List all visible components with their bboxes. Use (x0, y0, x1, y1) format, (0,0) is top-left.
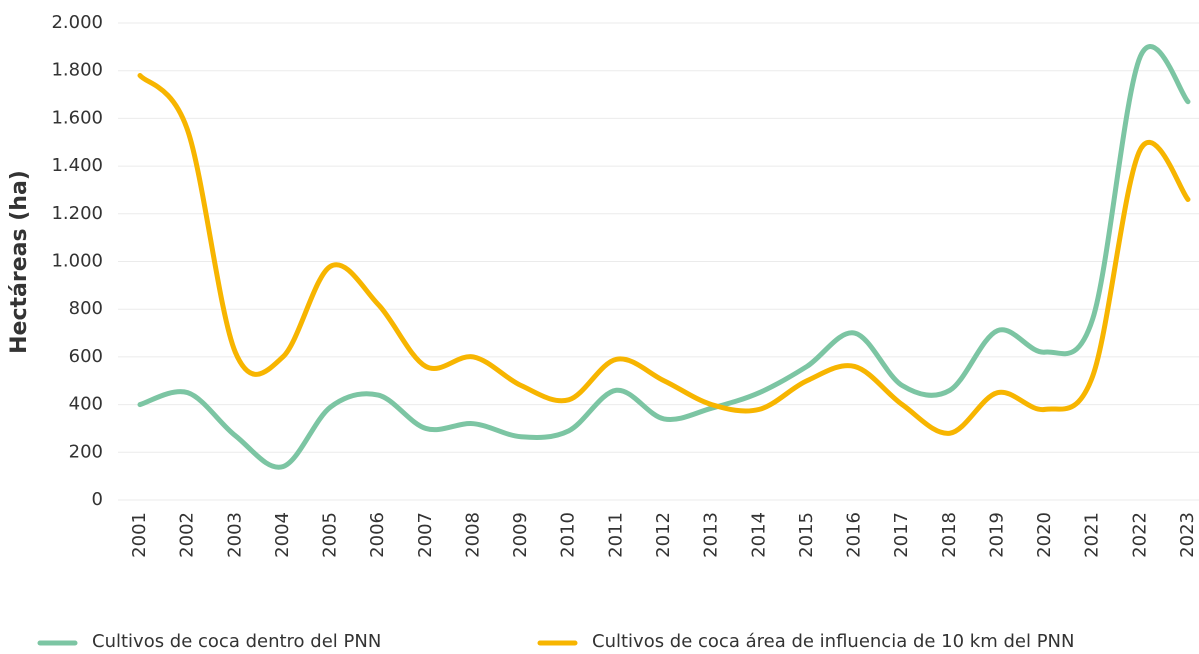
line (137, 44, 1191, 470)
line (137, 72, 1191, 436)
y-tick-label: 1.600 (51, 107, 103, 128)
x-tick-label: 2021 (1082, 512, 1103, 558)
x-tick-label: 2003 (224, 512, 245, 558)
y-tick-label: 1.200 (51, 203, 103, 224)
x-tick-label: 2001 (129, 512, 150, 558)
x-tick-label: 2023 (1177, 512, 1198, 558)
x-tick-label: 2016 (844, 512, 865, 558)
y-tick-label: 0 (92, 489, 103, 510)
x-tick-label: 2014 (748, 512, 769, 558)
x-tick-label: 2015 (796, 512, 817, 558)
x-tick-label: 2005 (320, 512, 341, 558)
x-tick-label: 2009 (510, 512, 531, 558)
y-tick-label: 1.800 (51, 60, 103, 81)
x-tick-label: 2013 (701, 512, 722, 558)
y-axis-label: Hectáreas (ha) (7, 170, 32, 354)
x-tick-label: 2006 (367, 512, 388, 558)
x-tick-label: 2020 (1034, 512, 1055, 558)
legend-label: Cultivos de coca dentro del PNN (92, 631, 381, 652)
x-tick-label: 2017 (891, 512, 912, 558)
y-tick-label: 600 (69, 346, 103, 367)
x-tick-label: 2010 (558, 512, 579, 558)
x-tick-label: 2019 (986, 512, 1007, 558)
y-tick-label: 1.000 (51, 251, 103, 272)
y-tick-label: 400 (69, 394, 103, 415)
y-tick-label: 200 (69, 441, 103, 462)
y-tick-label: 1.400 (51, 155, 103, 176)
legend-label: Cultivos de coca área de influencia de 1… (592, 631, 1074, 652)
x-tick-label: 2022 (1129, 512, 1150, 558)
x-tick-label: 2002 (177, 512, 198, 558)
y-tick-label: 800 (69, 298, 103, 319)
x-tick-label: 2011 (605, 512, 626, 558)
x-tick-label: 2012 (653, 512, 674, 558)
x-tick-label: 2008 (462, 512, 483, 558)
x-tick-label: 2007 (415, 512, 436, 558)
x-tick-label: 2018 (939, 512, 960, 558)
y-tick-label: 2.000 (51, 12, 103, 33)
x-tick-label: 2004 (272, 512, 293, 558)
